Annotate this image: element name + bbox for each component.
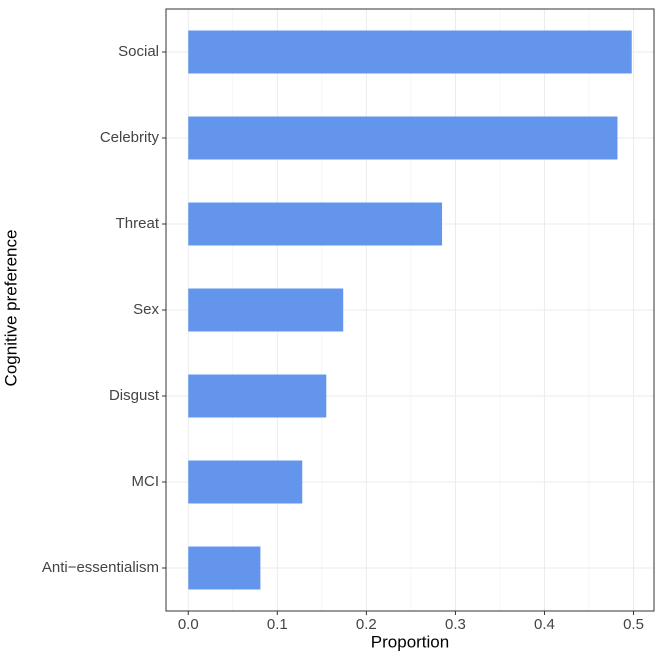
- bar: [188, 116, 618, 160]
- x-tick-label: 0.0: [178, 616, 199, 633]
- bar: [188, 546, 261, 590]
- x-tick-label: 0.4: [534, 616, 555, 633]
- y-tick-label: Anti−essentialism: [42, 559, 159, 576]
- y-tick-label: Social: [118, 43, 159, 60]
- y-axis-title: Cognitive preference: [1, 230, 20, 387]
- x-axis-title: Proportion: [371, 632, 449, 651]
- bar: [188, 202, 443, 246]
- bar: [188, 288, 344, 332]
- y-tick-label: Celebrity: [100, 129, 160, 146]
- x-tick-label: 0.5: [623, 616, 644, 633]
- y-tick-label: Sex: [133, 301, 159, 318]
- bar: [188, 460, 303, 504]
- plot-border: [165, 8, 655, 612]
- x-tick-label: 0.3: [445, 616, 466, 633]
- y-tick-label: Threat: [116, 215, 160, 232]
- y-tick-label: Disgust: [109, 387, 160, 404]
- x-tick-label: 0.2: [356, 616, 377, 633]
- y-tick-label: MCI: [132, 473, 160, 490]
- bar: [188, 374, 327, 418]
- x-tick-label: 0.1: [267, 616, 288, 633]
- bar: [188, 30, 632, 74]
